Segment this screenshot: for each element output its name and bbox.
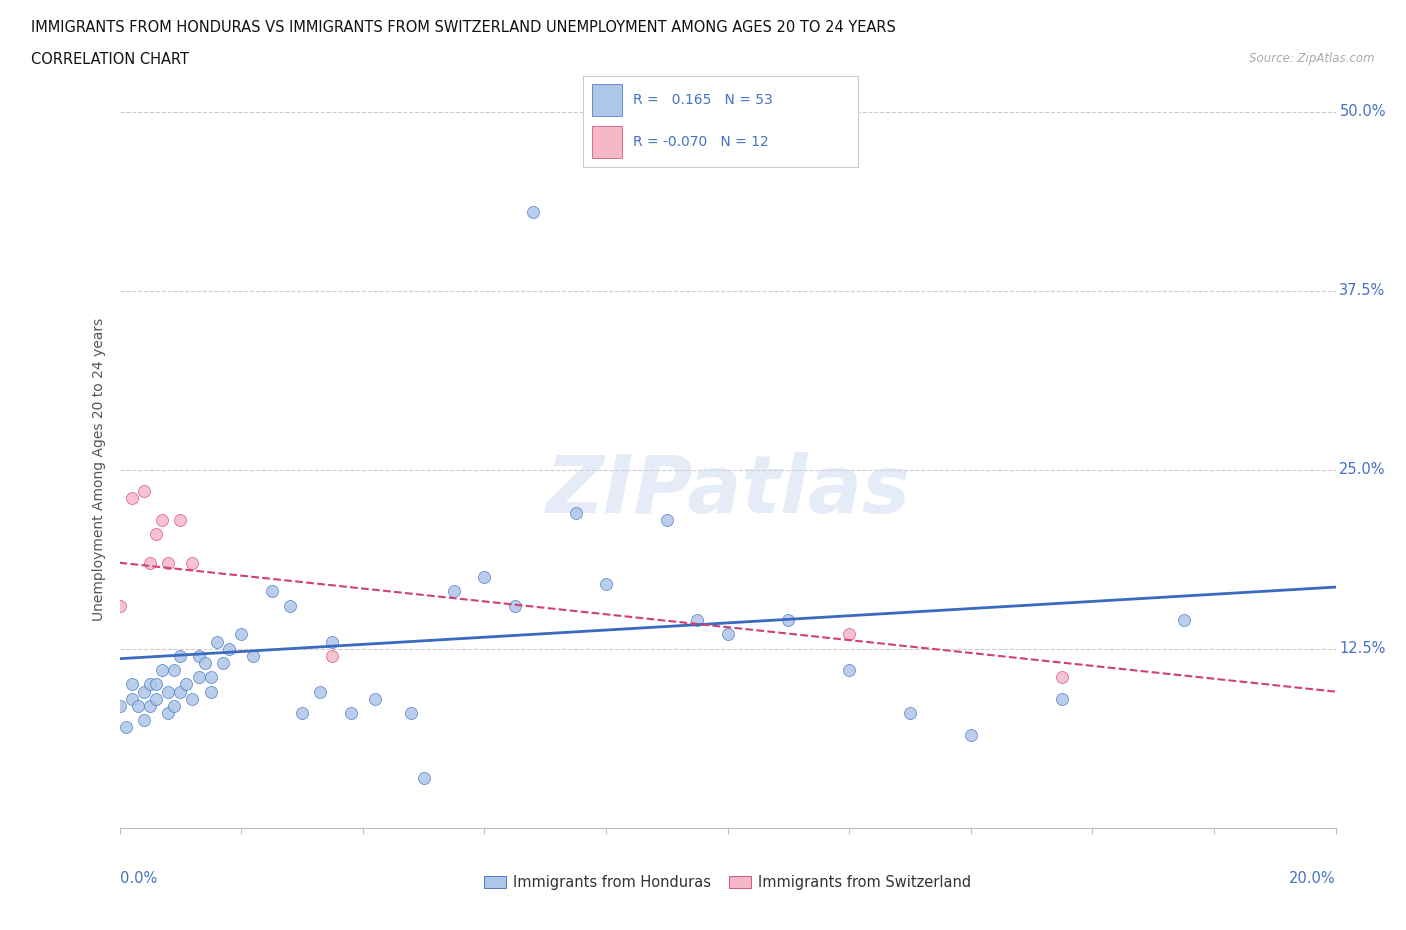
Point [157, 555, 180, 570]
Point [194, 656, 217, 671]
Point [187, 648, 209, 663]
Point [595, 577, 617, 591]
Point [778, 613, 800, 628]
Point [181, 691, 204, 706]
Point [212, 656, 235, 671]
Text: IMMIGRANTS FROM HONDURAS VS IMMIGRANTS FROM SWITZERLAND UNEMPLOYMENT AMONG AGES : IMMIGRANTS FROM HONDURAS VS IMMIGRANTS F… [31, 20, 896, 35]
Legend: Immigrants from Honduras, Immigrants from Switzerland: Immigrants from Honduras, Immigrants fro… [478, 869, 977, 896]
FancyBboxPatch shape [592, 85, 621, 116]
Point [838, 663, 860, 678]
Point [157, 684, 180, 699]
Text: CORRELATION CHART: CORRELATION CHART [31, 52, 188, 67]
Point [114, 720, 136, 735]
Point [309, 684, 332, 699]
Point [321, 648, 343, 663]
Text: 0.0%: 0.0% [120, 870, 156, 885]
Text: 20.0%: 20.0% [1289, 870, 1336, 885]
Point [169, 512, 191, 527]
Point [176, 677, 198, 692]
Point [132, 684, 155, 699]
Text: R =   0.165   N = 53: R = 0.165 N = 53 [633, 93, 772, 107]
Point [108, 698, 131, 713]
Point [291, 706, 314, 721]
Point [132, 712, 155, 727]
Point [157, 706, 180, 721]
Point [145, 677, 167, 692]
Point [522, 205, 544, 219]
Point [242, 648, 264, 663]
Point [686, 613, 709, 628]
Text: 37.5%: 37.5% [1340, 283, 1385, 299]
Point [187, 670, 209, 684]
Text: R = -0.070   N = 12: R = -0.070 N = 12 [633, 135, 769, 149]
Point [181, 555, 204, 570]
Point [472, 569, 496, 585]
Point [339, 706, 361, 721]
Text: 50.0%: 50.0% [1340, 104, 1386, 119]
Point [121, 677, 143, 692]
Point [145, 691, 167, 706]
Text: 25.0%: 25.0% [1340, 462, 1386, 477]
Point [150, 663, 173, 678]
Point [163, 663, 186, 678]
Y-axis label: Unemployment Among Ages 20 to 24 years: Unemployment Among Ages 20 to 24 years [91, 318, 105, 621]
Point [231, 627, 253, 642]
Point [200, 684, 222, 699]
Point [1050, 691, 1073, 706]
Point [139, 698, 162, 713]
Point [412, 770, 434, 785]
Point [655, 512, 678, 527]
Point [169, 684, 191, 699]
Point [127, 698, 149, 713]
Point [321, 634, 343, 649]
Point [503, 598, 526, 613]
Point [121, 691, 143, 706]
Text: Source: ZipAtlas.com: Source: ZipAtlas.com [1250, 52, 1375, 65]
Point [443, 584, 465, 599]
Point [139, 555, 162, 570]
Point [169, 648, 191, 663]
Point [218, 642, 240, 657]
Point [1050, 670, 1073, 684]
Point [278, 598, 301, 613]
Point [960, 727, 983, 742]
Point [364, 691, 387, 706]
Point [132, 484, 155, 498]
FancyBboxPatch shape [592, 126, 621, 158]
Point [121, 491, 143, 506]
Point [145, 526, 167, 541]
Point [260, 584, 283, 599]
Point [200, 670, 222, 684]
Point [139, 677, 162, 692]
Point [1173, 613, 1195, 628]
Point [108, 598, 131, 613]
Point [898, 706, 921, 721]
Point [564, 505, 586, 520]
Point [205, 634, 228, 649]
Point [163, 698, 186, 713]
Text: 12.5%: 12.5% [1340, 641, 1386, 657]
Point [838, 627, 860, 642]
Point [150, 512, 173, 527]
Text: ZIPatlas: ZIPatlas [546, 452, 910, 530]
Point [717, 627, 740, 642]
Point [401, 706, 423, 721]
